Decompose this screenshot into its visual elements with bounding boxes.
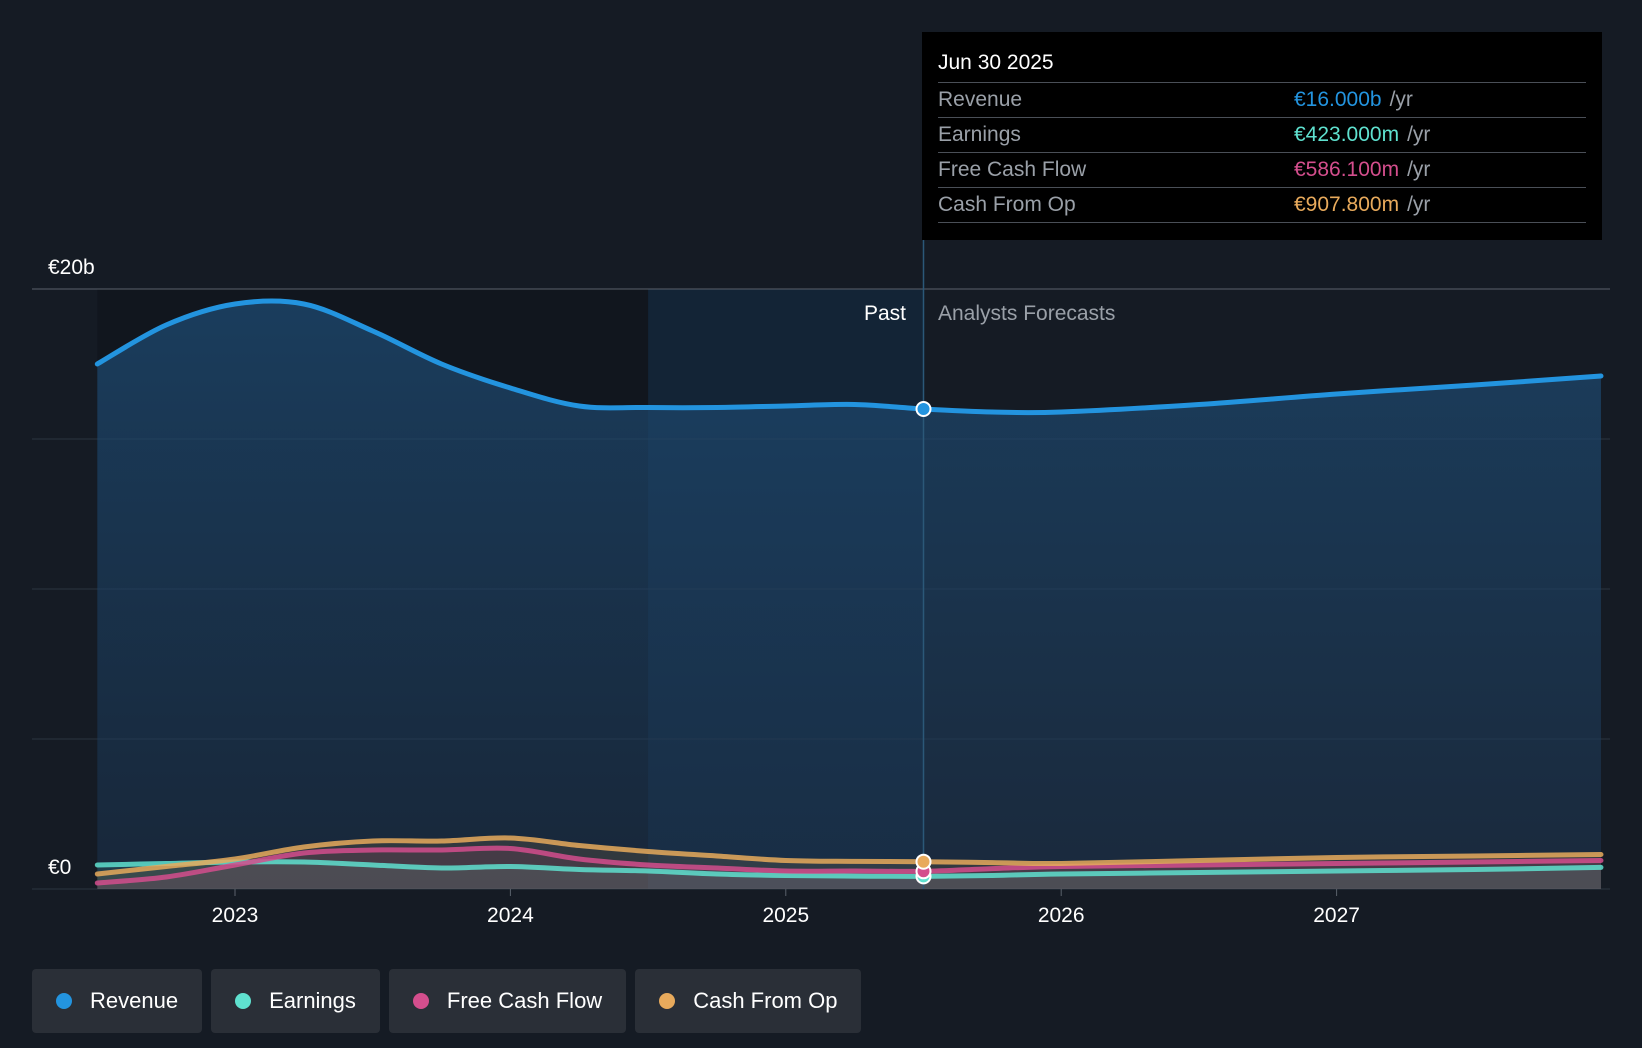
past-label: Past <box>864 302 906 325</box>
legend-dot-icon <box>659 993 676 1009</box>
legend-label: Cash From Op <box>693 988 838 1013</box>
tooltip-value: €907.800m <box>1294 193 1400 216</box>
x-tick-label: 2025 <box>762 904 809 927</box>
tooltip-value: €16.000b <box>1294 88 1382 111</box>
legend-item-free-cash-flow[interactable]: Free Cash Flow <box>388 969 627 1033</box>
tooltip-row-cash-from-op: Cash From Op €907.800m/yr <box>938 188 1586 223</box>
free-cash-flow-line <box>94 845 1604 886</box>
legend-label: Free Cash Flow <box>446 988 603 1013</box>
cash-from-op-marker <box>915 853 932 870</box>
free-cash-flow-area <box>97 848 1601 889</box>
series-markers <box>915 401 932 885</box>
tooltip-rows: Revenue €16.000b/yr Earnings €423.000m/yr Fr… <box>938 83 1586 223</box>
legend-item-revenue[interactable]: Revenue <box>32 969 203 1033</box>
x-tick-label: 2026 <box>1038 904 1085 927</box>
x-tick-label: 2024 <box>487 904 534 927</box>
series-lines <box>94 298 1604 886</box>
revenue-line <box>94 298 1604 416</box>
tooltip-value: €586.100m <box>1294 158 1400 181</box>
tooltip-row-earnings: Earnings €423.000m/yr <box>938 118 1586 153</box>
tooltip-unit: /yr <box>1407 123 1431 146</box>
tooltip-unit: /yr <box>1407 158 1431 181</box>
revenue-marker <box>915 401 932 417</box>
y-axis: €20b €0 <box>48 256 95 879</box>
legend-item-cash-from-op[interactable]: Cash From Op <box>635 969 862 1033</box>
tooltip-unit: /yr <box>1407 193 1431 216</box>
tooltip-unit: /yr <box>1389 88 1413 111</box>
data-tooltip: Jun 30 2025 Revenue €16.000b/yr Earnings €4… <box>922 32 1602 240</box>
legend: Revenue Earnings Free Cash Flow Cash From O… <box>32 969 862 1033</box>
legend-label: Earnings <box>269 988 356 1013</box>
legend-item-earnings[interactable]: Earnings <box>211 969 380 1033</box>
x-axis: 2023 2024 2025 2026 2027 <box>212 889 1360 927</box>
cash-from-op-line <box>94 835 1604 877</box>
x-tick-label: 2023 <box>212 904 259 927</box>
legend-label: Revenue <box>90 988 179 1013</box>
legend-dot-icon <box>235 993 252 1009</box>
tooltip-label: Earnings <box>938 123 1021 146</box>
earnings-line <box>94 859 1604 879</box>
y-tick-label: €0 <box>48 856 71 879</box>
x-tick-label: 2027 <box>1313 904 1360 927</box>
tooltip-date: Jun 30 2025 <box>938 46 1586 83</box>
forecast-label: Analysts Forecasts <box>938 302 1115 325</box>
tooltip-value: €423.000m <box>1294 123 1400 146</box>
y-tick-label: €20b <box>48 256 95 279</box>
tooltip-label: Cash From Op <box>938 193 1076 216</box>
tooltip-label: Free Cash Flow <box>938 158 1087 181</box>
tooltip-label: Revenue <box>938 88 1023 111</box>
revenue-area <box>97 300 1601 889</box>
tooltip-row-free-cash-flow: Free Cash Flow €586.100m/yr <box>938 153 1586 188</box>
legend-dot-icon <box>56 993 72 1009</box>
tooltip-row-revenue: Revenue €16.000b/yr <box>938 83 1586 118</box>
legend-dot-icon <box>412 993 429 1009</box>
